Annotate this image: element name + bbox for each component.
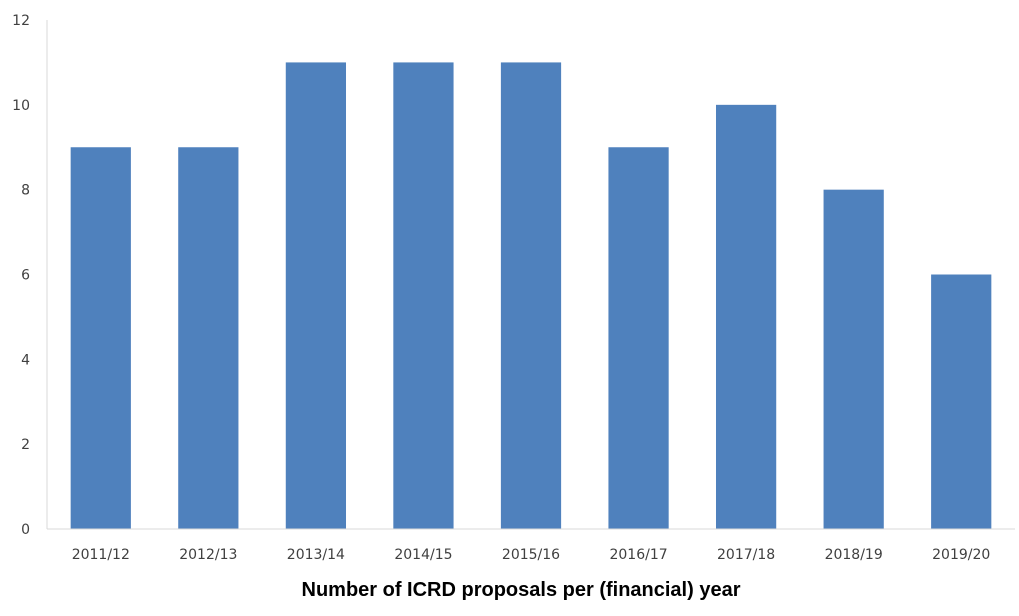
- y-tick-label: 4: [21, 352, 30, 368]
- x-tick-label: 2017/18: [717, 547, 775, 563]
- bar-2018-19: [823, 189, 884, 529]
- bar-2011-12: [70, 147, 131, 529]
- y-tick-label: 8: [21, 183, 30, 199]
- x-tick-label: 2016/17: [609, 547, 667, 563]
- x-axis: 2011/12 2012/13 2013/14 2014/15 2015/16 2016/…: [47, 528, 1015, 563]
- x-tick-label: 2011/12: [72, 547, 130, 563]
- x-tick-label: 2013/14: [287, 547, 345, 563]
- y-tick-label: 12: [12, 13, 30, 29]
- x-tick-label: 2014/15: [394, 547, 452, 563]
- x-tick-label: 2019/20: [932, 547, 990, 563]
- y-tick-label: 6: [21, 268, 30, 284]
- bar-2012-13: [178, 147, 239, 529]
- x-tick-label: 2018/19: [825, 547, 883, 563]
- bar-2013-14: [285, 62, 347, 530]
- bar-2017-18: [715, 104, 777, 529]
- y-tick-label: 10: [12, 98, 30, 114]
- y-tick-label: 0: [21, 522, 30, 538]
- bar-2015-16: [500, 62, 562, 530]
- y-axis: 0 2 4 6 8 10 12: [12, 13, 48, 538]
- bars: [70, 62, 992, 530]
- y-tick-label: 2: [21, 437, 30, 453]
- bar-2019-20: [931, 274, 992, 529]
- x-axis-title: Number of ICRD proposals per (financial)…: [302, 579, 741, 601]
- x-tick-label: 2012/13: [179, 547, 237, 563]
- bar-2014-15: [393, 62, 454, 530]
- x-tick-label: 2015/16: [502, 547, 560, 563]
- bar-2016-17: [608, 147, 669, 529]
